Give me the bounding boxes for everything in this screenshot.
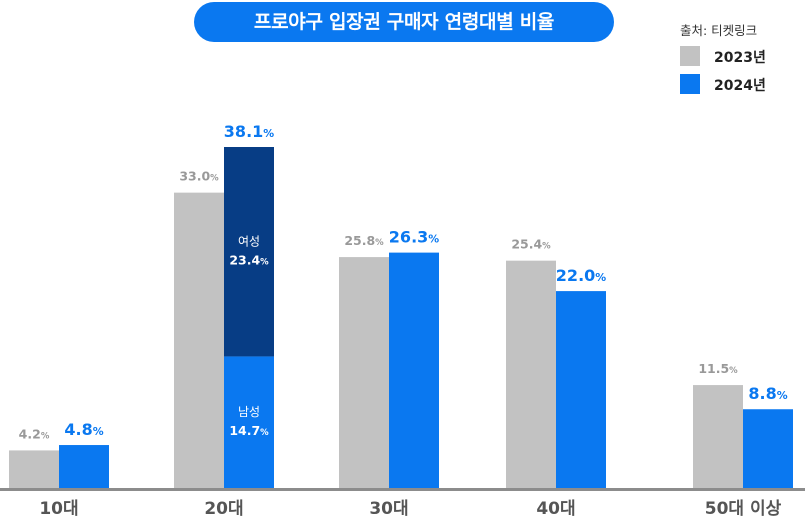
segment-value-label: 23.4% xyxy=(229,253,269,268)
bar-value-label: 25.8% xyxy=(344,233,384,248)
bar xyxy=(9,450,59,488)
bar xyxy=(59,445,109,488)
legend-label-2024: 2024년 xyxy=(714,78,766,94)
bar-value-label: 22.0% xyxy=(556,266,606,285)
legend-swatch-2023 xyxy=(680,46,700,66)
category-label: 50대 이상 xyxy=(705,499,782,519)
bar xyxy=(174,192,224,488)
bar-value-label: 8.8% xyxy=(748,384,787,403)
segment-name-label: 남성 xyxy=(238,405,260,419)
category-label: 30대 xyxy=(369,499,408,519)
category-label: 20대 xyxy=(204,499,243,519)
chart-title: 프로야구 입장권 구매자 연령대별 비율 xyxy=(194,2,614,42)
bar xyxy=(693,385,743,488)
category-label: 40대 xyxy=(536,499,575,519)
bar-value-label: 33.0% xyxy=(179,169,219,184)
x-axis-line xyxy=(0,488,805,491)
bar xyxy=(743,409,793,488)
bar-value-label: 38.1% xyxy=(224,122,274,141)
bar xyxy=(389,252,439,488)
bar xyxy=(506,260,556,488)
bar-segment-female xyxy=(224,147,274,357)
bar-value-label: 25.4% xyxy=(511,237,551,252)
bar-value-label: 26.3% xyxy=(389,228,439,247)
category-label: 10대 xyxy=(39,499,78,519)
bar-value-label: 4.8% xyxy=(64,420,103,439)
bar-value-label: 11.5% xyxy=(698,361,738,376)
segment-name-label: 여성 xyxy=(238,235,260,249)
source-note: 출처: 티켓링크 xyxy=(680,23,758,38)
bar xyxy=(339,257,389,488)
bar xyxy=(556,291,606,488)
segment-value-label: 14.7% xyxy=(229,423,269,438)
legend-swatch-2024 xyxy=(680,74,700,94)
bar-segment-male xyxy=(224,356,274,488)
legend-label-2023: 2023년 xyxy=(714,50,766,66)
bar-value-label: 4.2% xyxy=(19,426,50,441)
